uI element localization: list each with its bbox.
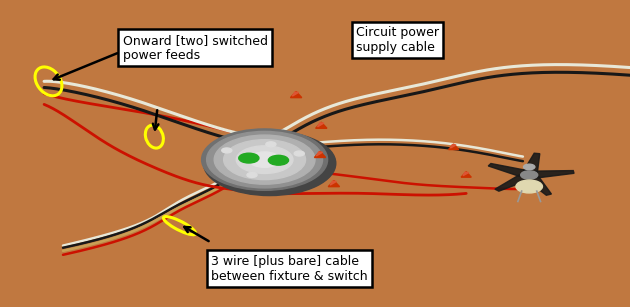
Circle shape [222, 148, 232, 153]
Circle shape [249, 152, 280, 167]
Circle shape [294, 151, 304, 156]
Polygon shape [292, 92, 299, 96]
Circle shape [239, 153, 259, 163]
Polygon shape [449, 144, 459, 150]
Circle shape [202, 129, 328, 190]
Circle shape [203, 131, 336, 196]
Circle shape [266, 142, 276, 147]
Polygon shape [450, 145, 456, 148]
Polygon shape [524, 153, 540, 172]
Polygon shape [328, 181, 340, 187]
Polygon shape [461, 172, 471, 177]
Circle shape [224, 140, 306, 180]
Polygon shape [316, 152, 323, 156]
Polygon shape [318, 123, 324, 127]
Text: Circuit power
supply cable: Circuit power supply cable [356, 26, 439, 54]
Circle shape [214, 135, 315, 184]
Circle shape [524, 164, 535, 170]
Circle shape [520, 171, 537, 179]
Circle shape [207, 131, 323, 188]
Circle shape [516, 180, 542, 193]
Polygon shape [526, 177, 551, 195]
Circle shape [236, 146, 293, 173]
Polygon shape [488, 164, 526, 177]
Polygon shape [536, 171, 574, 178]
Text: Onward [two] switched
power feeds: Onward [two] switched power feeds [123, 33, 268, 62]
Circle shape [247, 173, 257, 177]
Polygon shape [290, 91, 302, 98]
Polygon shape [316, 122, 327, 128]
Polygon shape [463, 172, 469, 176]
Polygon shape [330, 181, 336, 185]
Polygon shape [495, 175, 529, 191]
Text: 3 wire [plus bare] cable
between fixture & switch: 3 wire [plus bare] cable between fixture… [211, 255, 368, 283]
Polygon shape [314, 151, 326, 157]
Circle shape [268, 155, 289, 165]
